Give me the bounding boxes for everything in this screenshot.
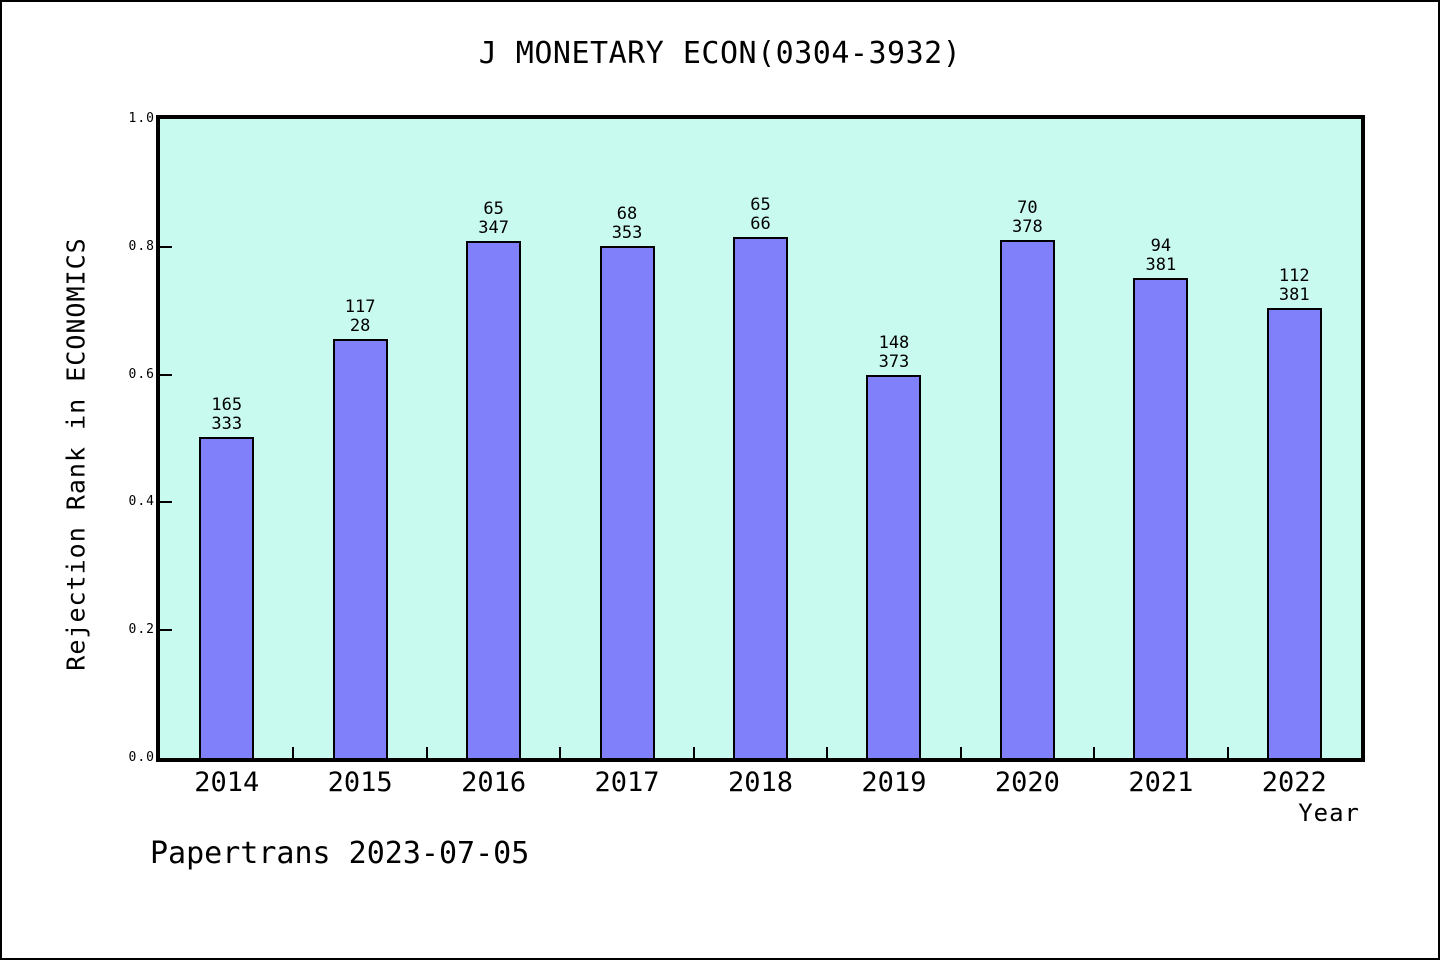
y-tick-label-0.4: 0.4 (128, 494, 155, 510)
bar-value-line: 381 (1278, 285, 1310, 305)
x-tick-mark (959, 747, 962, 758)
bar-value-line: 378 (1012, 217, 1043, 237)
bar-2020 (999, 240, 1055, 758)
x-tick-mark (292, 747, 295, 758)
y-tick-mark (160, 501, 172, 504)
bar-value-line: 28 (349, 316, 371, 336)
x-tick-label-2015: 2015 (327, 767, 393, 798)
y-tick-label-0.2: 0.2 (128, 622, 155, 638)
bar-2016 (466, 241, 522, 758)
bar-2018 (733, 237, 788, 758)
bar-value-line: 65 (750, 195, 771, 215)
x-tick-label-2019: 2019 (861, 767, 927, 798)
bar-value-line: 70 (1017, 198, 1038, 218)
x-tick-mark (1093, 747, 1096, 758)
bar-2015 (332, 339, 388, 758)
x-tick-mark (425, 747, 428, 758)
x-tick-label-2014: 2014 (194, 767, 260, 798)
bar-value-line: 117 (344, 297, 376, 317)
y-tick-label-0.0: 0.0 (128, 750, 155, 765)
bar-value-label-2020: 70 378 (1012, 199, 1043, 237)
bar-value-label-2015: 117 28 (345, 298, 376, 336)
y-axis-label: Rejection Rank in ECONOMICS (61, 237, 91, 671)
bar-value-line: 165 (211, 395, 243, 415)
bar-value-line: 94 (1150, 236, 1172, 256)
bar-value-label-2021: 94 381 (1145, 237, 1176, 275)
bar-2017 (599, 246, 655, 758)
footer-text: Papertrans 2023-07-05 (150, 836, 530, 871)
bar-value-line: 65 (483, 199, 504, 219)
bar-value-line: 347 (478, 218, 509, 238)
x-tick-mark (1226, 747, 1229, 758)
x-tick-label-2021: 2021 (1128, 767, 1194, 798)
y-tick-label-0.6: 0.6 (128, 366, 155, 382)
bar-value-line: 112 (1278, 266, 1310, 286)
bar-value-label-2019: 148 373 (879, 334, 910, 372)
bar-2021 (1133, 278, 1189, 758)
bar-2019 (866, 375, 922, 758)
bar-value-line: 373 (878, 352, 910, 372)
y-tick-label-1.0: 1.0 (128, 111, 155, 126)
bar-value-label-2022: 112 381 (1279, 267, 1310, 305)
x-tick-label-2017: 2017 (594, 767, 660, 798)
bar-2022 (1266, 308, 1322, 758)
bar-value-line: 66 (750, 214, 771, 234)
bar-value-line: 353 (611, 223, 643, 243)
bar-value-line: 68 (616, 204, 638, 224)
y-tick-mark (160, 629, 172, 632)
y-tick-mark (160, 245, 172, 248)
bar-value-label-2014: 165 333 (211, 396, 242, 434)
x-tick-label-2016: 2016 (461, 767, 527, 798)
chart-title: J MONETARY ECON(0304-3932) (478, 36, 962, 71)
y-tick-label-0.8: 0.8 (128, 238, 155, 254)
x-axis-label: Year (1298, 799, 1360, 827)
y-tick-mark (160, 373, 172, 376)
bar-value-label-2017: 68 353 (612, 205, 643, 243)
bar-2014 (199, 437, 255, 758)
plot-area: 165 333 117 28 65 347 68 353 65 66 148 373 70 378 94 38… (156, 115, 1365, 762)
bar-value-label-2016: 65 347 (478, 200, 509, 238)
bar-value-label-2018: 65 66 (750, 196, 770, 234)
x-tick-mark (826, 747, 829, 758)
x-tick-mark (559, 747, 562, 758)
bar-value-line: 381 (1145, 255, 1177, 275)
x-tick-mark (692, 747, 695, 758)
x-tick-label-2018: 2018 (727, 767, 794, 798)
bar-value-line: 148 (878, 333, 910, 353)
x-tick-label-2022: 2022 (1261, 767, 1327, 798)
x-tick-label-2020: 2020 (994, 767, 1060, 798)
bar-value-line: 333 (211, 414, 243, 434)
